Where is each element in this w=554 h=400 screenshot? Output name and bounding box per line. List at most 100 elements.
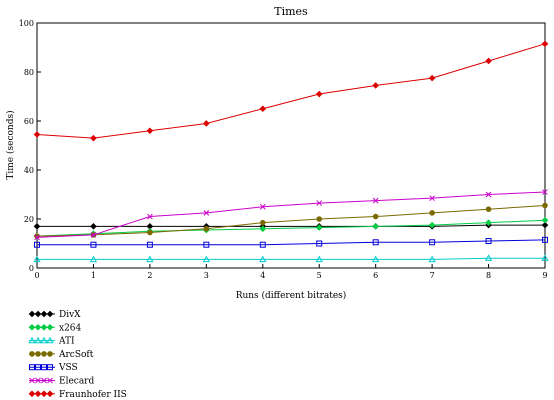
data-point-fraunhofer-iis — [372, 82, 379, 89]
data-point-arcsoft — [542, 202, 548, 209]
x-tick-label: 9 — [542, 271, 547, 280]
legend-marker — [28, 336, 36, 344]
legend-marker — [34, 336, 42, 344]
legend-marker — [29, 364, 35, 371]
series-line-elecard — [36, 191, 546, 238]
legend-marker — [34, 323, 42, 331]
data-point-arcsoft — [372, 213, 379, 220]
data-point-ati — [259, 255, 267, 263]
y-axis-ticks: 0 20 40 60 80 100 — [19, 19, 41, 273]
legend-label: ArcSoft — [58, 350, 94, 360]
data-point-vss — [146, 241, 153, 248]
y-tick-label: 0 — [29, 264, 34, 273]
x-tick-label: 2 — [147, 271, 152, 280]
x-tick-label: 4 — [260, 271, 265, 280]
data-point-arcsoft — [147, 229, 153, 236]
data-point-ati — [33, 255, 41, 263]
data-point-fraunhofer-iis — [315, 90, 323, 98]
legend-marker — [46, 390, 54, 398]
legend-marker — [46, 336, 54, 344]
legend-label: VSS — [58, 363, 78, 373]
series-fraunhofer-iis — [33, 40, 549, 142]
data-point-fraunhofer-iis — [146, 127, 154, 135]
data-point-x264 — [485, 219, 492, 226]
data-point-ati — [202, 255, 210, 263]
series-line-x264 — [36, 219, 546, 237]
legend-marker — [28, 390, 36, 398]
legend-marker — [41, 364, 47, 371]
data-point-vss — [485, 238, 492, 245]
y-tick-label: 100 — [19, 19, 34, 28]
data-point-fraunhofer-iis — [33, 131, 41, 138]
data-point-arcsoft — [203, 226, 210, 232]
data-point-x264 — [428, 221, 436, 229]
legend-marker — [47, 364, 53, 371]
legend-marker — [41, 377, 47, 384]
x-axis-ticks: 0 1 2 3 4 5 6 7 8 9 — [34, 264, 548, 280]
legend-marker — [47, 351, 53, 357]
data-point-fraunhofer-iis — [428, 74, 436, 82]
legend-marker — [29, 377, 35, 384]
data-point-x264 — [259, 225, 267, 233]
data-point-x264 — [372, 223, 379, 230]
legend-marker — [40, 336, 48, 344]
x-tick-label: 8 — [486, 271, 491, 280]
legend-label: ATI — [58, 337, 75, 347]
chart-title: Times — [274, 5, 308, 18]
legend-marker — [34, 390, 42, 398]
legend-item-fraunhofer-iis: Fraunhofer IIS — [28, 390, 127, 400]
data-point-elecard — [90, 232, 97, 238]
data-point-elecard — [542, 189, 548, 195]
legend-marker — [47, 377, 53, 384]
data-point-fraunhofer-iis — [541, 40, 549, 48]
plot-border — [36, 22, 546, 269]
data-point-vss — [203, 241, 210, 248]
data-point-elecard — [429, 195, 435, 202]
data-point-vss — [34, 241, 40, 248]
x-axis-label: Runs (different bitrates) — [236, 290, 347, 301]
data-point-fraunhofer-iis — [90, 134, 97, 142]
legend-label: Fraunhofer IIS — [59, 390, 127, 400]
data-point-ati — [541, 254, 549, 261]
data-point-arcsoft — [316, 216, 323, 222]
data-point-fraunhofer-iis — [485, 57, 492, 65]
x-tick-label: 3 — [204, 271, 209, 280]
legend-item-x264: x264 — [28, 323, 82, 333]
series-line-divx — [37, 224, 545, 227]
legend-marker — [40, 310, 48, 318]
series-ati — [33, 254, 549, 263]
legend-marker — [29, 351, 35, 357]
data-point-arcsoft — [429, 210, 435, 216]
y-tick-label: 80 — [24, 68, 34, 77]
y-tick-label: 40 — [24, 166, 34, 175]
data-point-vss — [316, 240, 323, 247]
legend-item-ati: ATI — [28, 336, 75, 347]
data-point-divx — [541, 221, 549, 229]
data-point-elecard — [259, 203, 266, 210]
data-point-x264 — [541, 216, 549, 224]
series-layer — [33, 40, 549, 263]
data-point-elecard — [203, 210, 210, 216]
data-point-elecard — [485, 191, 492, 198]
data-point-arcsoft — [485, 206, 492, 212]
legend-marker — [28, 310, 36, 318]
legend-marker — [40, 390, 48, 398]
data-point-vss — [372, 239, 379, 246]
data-point-elecard — [34, 234, 40, 241]
legend-label: Elecard — [59, 377, 94, 387]
x-tick-label: 1 — [91, 271, 96, 280]
legend-marker — [41, 351, 47, 357]
series-elecard — [34, 189, 548, 241]
legend-marker — [35, 377, 41, 384]
data-point-divx — [33, 223, 41, 230]
legend-item-divx: DivX — [28, 310, 81, 320]
legend: DivX x264 ATI ArcSoft VSS Elecard Fraunhofer I… — [28, 310, 127, 400]
x-tick-label: 0 — [34, 271, 39, 280]
series-line-arcsoft — [36, 205, 546, 237]
data-point-vss — [429, 239, 436, 246]
legend-item-elecard: Elecard — [29, 377, 94, 387]
legend-marker — [46, 323, 54, 331]
x-tick-label: 6 — [373, 271, 378, 280]
data-point-vss — [90, 241, 97, 248]
